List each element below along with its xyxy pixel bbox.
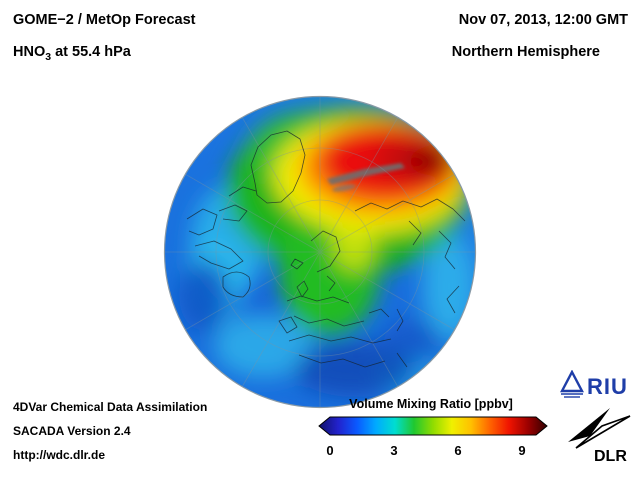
riu-logo: RIU bbox=[560, 370, 628, 398]
assimilation-label: 4DVar Chemical Data Assimilation bbox=[13, 400, 208, 414]
riu-logo-icon bbox=[560, 370, 584, 398]
colorbar-title: Volume Mixing Ratio [ppbv] bbox=[349, 397, 513, 411]
coastline-asia bbox=[354, 198, 466, 314]
datetime-label: Nov 07, 2013, 12:00 GMT bbox=[458, 12, 628, 28]
dlr-logo-text: DLR bbox=[594, 448, 627, 465]
species-name: HNO bbox=[13, 44, 46, 60]
globe-map bbox=[163, 95, 477, 409]
colorbar-tick-9: 9 bbox=[518, 443, 526, 458]
coastline-europe bbox=[278, 230, 404, 334]
species-subscript: 3 bbox=[45, 50, 52, 63]
coastline-greenland bbox=[250, 130, 306, 270]
coastlines bbox=[186, 130, 466, 368]
graticule bbox=[164, 96, 476, 408]
species-pressure-label: HNO3 at 55.4 hPa bbox=[13, 44, 131, 63]
pressure-level: at 55.4 hPa bbox=[51, 44, 131, 60]
riu-logo-text: RIU bbox=[587, 374, 628, 399]
colorbar-tick-6: 6 bbox=[454, 443, 462, 458]
page-title: GOME−2 / MetOp Forecast bbox=[13, 12, 196, 28]
version-label: SACADA Version 2.4 bbox=[13, 424, 131, 438]
coastline-north-america bbox=[186, 186, 257, 298]
colorbar-gradient-bar bbox=[318, 416, 548, 436]
dlr-logo: DLR bbox=[566, 404, 636, 470]
data-gap-streak bbox=[327, 163, 405, 192]
hemisphere-label: Northern Hemisphere bbox=[451, 44, 600, 60]
url-label: http://wdc.dlr.de bbox=[13, 448, 105, 462]
colorbar-tick-3: 3 bbox=[390, 443, 398, 458]
globe-limb bbox=[163, 95, 477, 409]
coastline-africa bbox=[288, 334, 408, 368]
hno3-field bbox=[179, 107, 475, 401]
colorbar bbox=[318, 416, 548, 436]
dlr-logo-icon bbox=[568, 408, 631, 449]
colorbar-tick-0: 0 bbox=[326, 443, 334, 458]
